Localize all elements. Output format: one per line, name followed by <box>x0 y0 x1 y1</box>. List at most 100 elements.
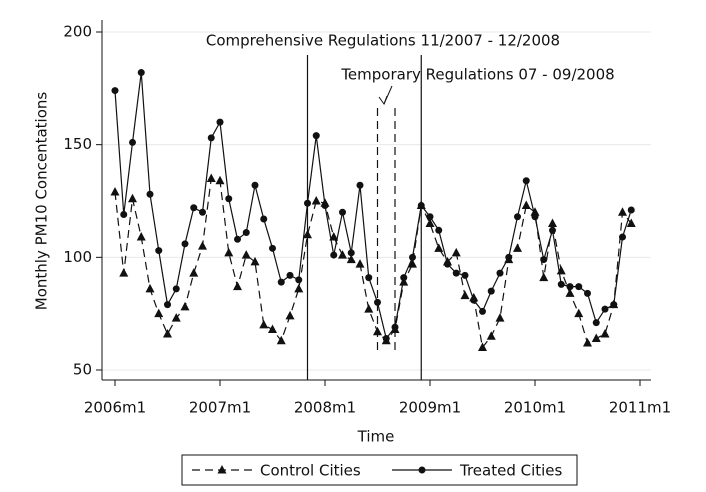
marker <box>592 319 600 327</box>
marker <box>426 213 434 221</box>
marker <box>163 328 172 338</box>
marker <box>330 251 338 259</box>
marker <box>565 288 575 297</box>
marker <box>496 269 504 277</box>
marker <box>434 243 444 252</box>
annotation: Temporary Regulations 07 - 09/2008 <box>340 66 614 84</box>
x-tick-label: 2006m1 <box>84 399 146 417</box>
marker <box>601 305 609 313</box>
marker <box>276 335 286 345</box>
marker <box>539 272 549 282</box>
marker <box>522 177 530 185</box>
marker <box>513 243 522 252</box>
marker <box>172 285 180 293</box>
marker <box>461 271 469 279</box>
marker <box>470 296 478 304</box>
marker <box>391 323 399 331</box>
marker <box>164 301 171 309</box>
marker <box>575 283 583 291</box>
marker <box>189 268 199 277</box>
x-axis-label: Time <box>357 428 395 446</box>
marker <box>251 181 259 189</box>
marker <box>486 331 496 340</box>
x-tick-label: 2009m1 <box>399 399 461 417</box>
marker <box>460 290 470 300</box>
marker <box>478 342 487 351</box>
marker <box>129 138 136 146</box>
y-tick-label: 150 <box>63 135 92 153</box>
marker <box>198 241 207 250</box>
marker <box>321 202 329 210</box>
marker <box>347 249 355 257</box>
marker <box>400 274 408 282</box>
marker <box>259 319 269 329</box>
marker <box>531 213 539 221</box>
arrow-head <box>378 95 388 106</box>
marker <box>444 260 451 268</box>
marker <box>180 301 190 311</box>
marker <box>618 207 627 216</box>
marker <box>277 278 285 286</box>
legend-marker <box>418 466 426 474</box>
marker <box>110 186 120 196</box>
marker <box>181 240 189 248</box>
marker <box>137 69 145 77</box>
series-line <box>114 177 632 349</box>
marker <box>120 211 128 219</box>
marker <box>329 232 339 241</box>
marker <box>399 277 409 286</box>
marker <box>566 283 574 291</box>
marker <box>260 215 268 223</box>
legend-label: Control Cities <box>260 462 361 480</box>
marker <box>190 204 198 212</box>
marker <box>364 304 374 313</box>
y-tick-label: 100 <box>63 248 92 266</box>
marker <box>409 253 416 261</box>
marker <box>294 283 304 293</box>
marker <box>373 326 382 336</box>
marker <box>514 213 521 221</box>
marker <box>382 334 390 342</box>
legend-marker <box>217 465 227 474</box>
marker <box>626 218 636 228</box>
marker <box>224 247 234 257</box>
legend-box <box>181 454 578 486</box>
x-tick-label: 2007m1 <box>189 399 251 417</box>
marker <box>530 207 540 216</box>
x-tick-label: 2010m1 <box>504 399 566 417</box>
marker <box>241 250 251 259</box>
marker <box>583 337 592 347</box>
marker <box>339 208 346 216</box>
marker <box>521 200 531 210</box>
marker <box>374 298 381 306</box>
marker <box>346 254 356 264</box>
marker <box>111 87 119 95</box>
marker <box>233 281 242 291</box>
marker <box>269 244 276 252</box>
x-tick-label: 2008m1 <box>294 399 356 417</box>
y-tick-label: 200 <box>63 23 92 41</box>
marker <box>199 208 206 216</box>
marker <box>295 276 303 284</box>
marker <box>303 229 312 239</box>
marker <box>285 310 295 320</box>
marker <box>365 274 373 282</box>
marker <box>619 233 626 241</box>
marker <box>119 268 129 277</box>
marker <box>234 235 241 243</box>
marker <box>242 229 250 237</box>
marker <box>154 308 164 318</box>
marker <box>136 232 146 241</box>
marker <box>304 199 311 207</box>
marker <box>505 253 513 261</box>
marker <box>145 283 155 293</box>
marker <box>549 226 556 234</box>
marker <box>250 256 260 266</box>
marker <box>574 308 584 318</box>
marker <box>591 333 601 342</box>
marker <box>610 301 618 309</box>
marker <box>268 324 277 333</box>
x-tick-label: 2011m1 <box>609 399 671 417</box>
marker <box>355 259 365 268</box>
